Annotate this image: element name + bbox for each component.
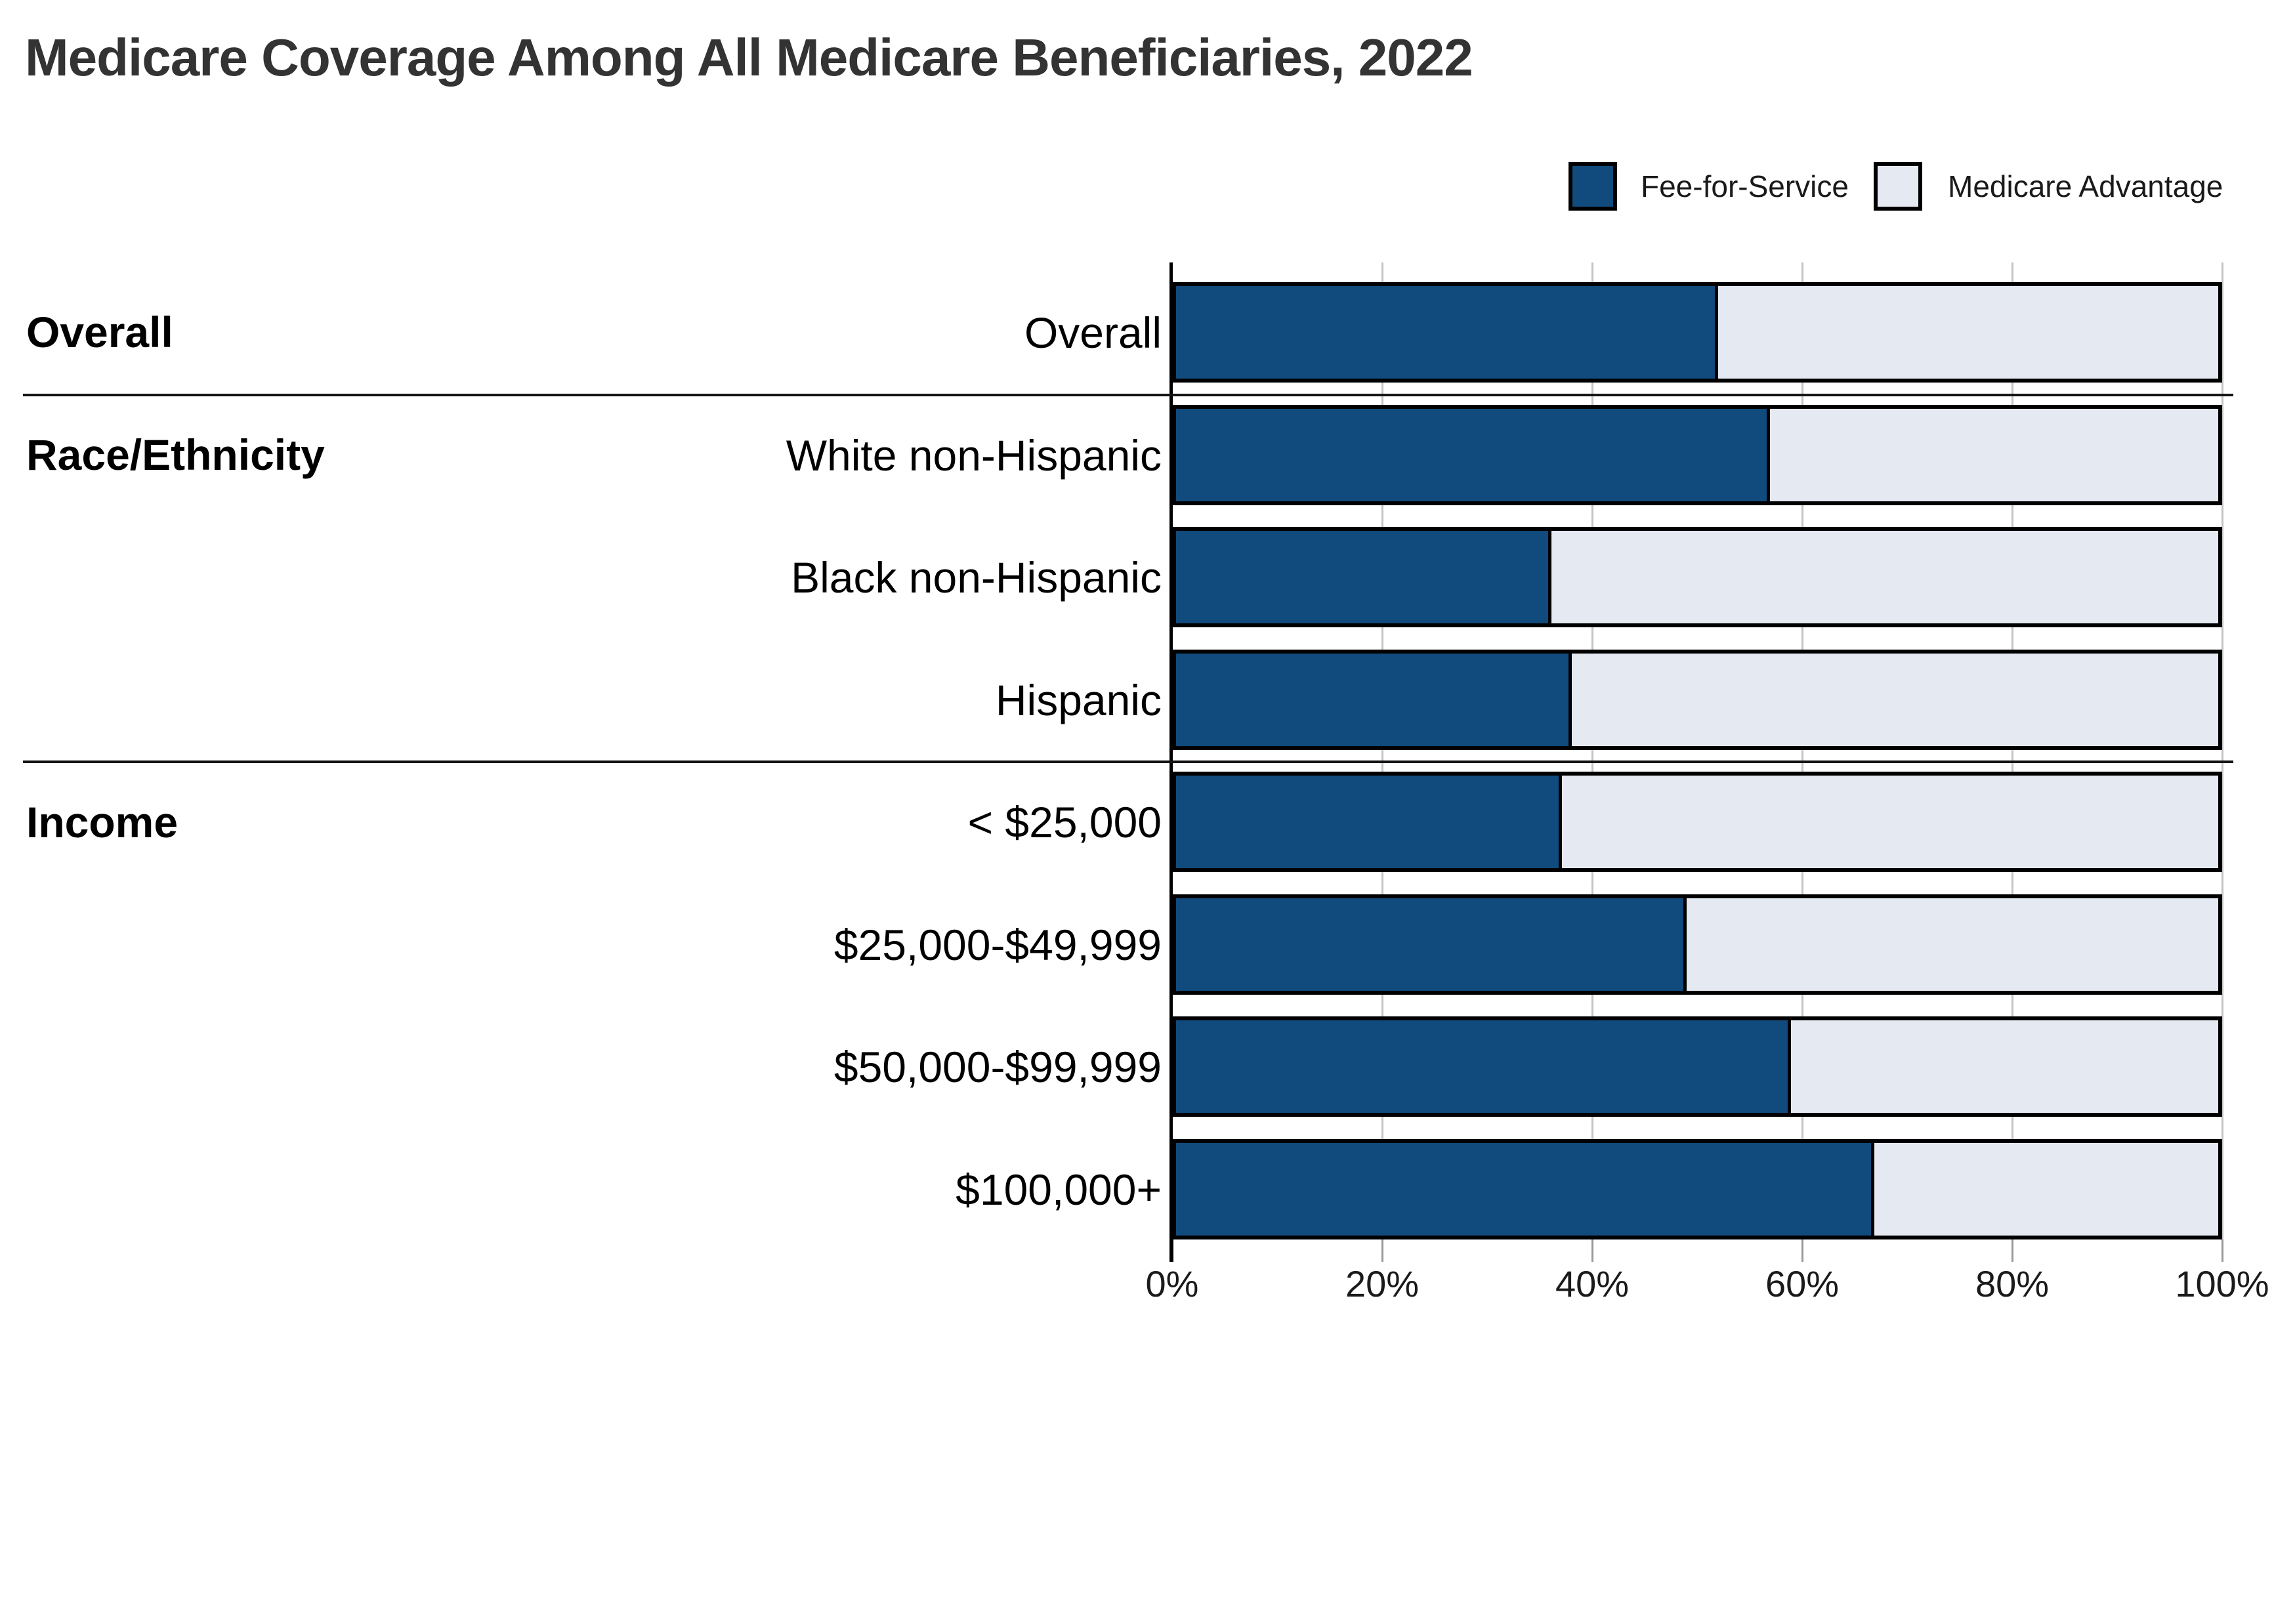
bar-fee-for-service-segment[interactable] (1176, 898, 1687, 991)
bar-medicare-advantage-segment[interactable] (1172, 405, 2222, 505)
legend-label-medicare-advantage: Medicare Advantage (1948, 169, 2223, 203)
x-axis-tick-label: 40% (1555, 1263, 1630, 1304)
tick-mark-60% (1801, 1239, 1803, 1262)
row-label: Black non-Hispanic (791, 552, 1162, 602)
row-label: Hispanic (995, 675, 1162, 724)
bar-medicare-advantage-segment[interactable] (1172, 282, 2222, 383)
tick-mark-100% (2221, 1239, 2223, 1262)
bar-medicare-advantage-segment[interactable] (1172, 1139, 2222, 1239)
legend-label-fee-for-service: Fee-for-Service (1641, 169, 1849, 203)
tick-mark-80% (2011, 1239, 2013, 1262)
chart-title: Medicare Coverage Among All Medicare Ben… (25, 28, 1473, 87)
group-header-overall: Overall (26, 308, 173, 356)
bar-medicare-advantage-segment[interactable] (1172, 894, 2222, 995)
gridline-100% (2221, 262, 2223, 1239)
x-axis-tick-label: 0% (1145, 1263, 1199, 1304)
row-label: < $25,000 (967, 797, 1162, 846)
tick-mark-40% (1591, 1239, 1593, 1262)
bar-fee-for-service-segment[interactable] (1176, 409, 1771, 501)
bar-fee-for-service-segment[interactable] (1176, 654, 1572, 746)
legend-swatch-fee-for-service (1569, 162, 1617, 211)
x-axis-tick-label: 100% (2175, 1263, 2269, 1304)
bar-medicare-advantage-segment[interactable] (1172, 527, 2222, 627)
row-label: Overall (1024, 308, 1162, 357)
group-header-income: Income (26, 798, 179, 846)
row-label: $50,000-$99,999 (833, 1042, 1162, 1091)
group-header-race-ethnicity: Race/Ethnicity (26, 430, 325, 479)
bar-medicare-advantage-segment[interactable] (1172, 1016, 2222, 1117)
x-axis-tick-label: 20% (1345, 1263, 1420, 1304)
tick-mark-20% (1381, 1239, 1383, 1262)
x-axis-tick-label: 80% (1975, 1263, 2050, 1304)
bar-fee-for-service-segment[interactable] (1176, 531, 1551, 623)
bar-medicare-advantage-segment[interactable] (1172, 772, 2222, 872)
bar-fee-for-service-segment[interactable] (1176, 1143, 1874, 1236)
group-divider (23, 760, 2233, 763)
row-label: $100,000+ (956, 1165, 1162, 1214)
bar-fee-for-service-segment[interactable] (1176, 776, 1562, 868)
row-label: White non-Hispanic (786, 430, 1162, 480)
bar-fee-for-service-segment[interactable] (1176, 286, 1718, 379)
x-axis-tick-label: 60% (1765, 1263, 1840, 1304)
bar-medicare-advantage-segment[interactable] (1172, 650, 2222, 750)
gridline-80% (2011, 262, 2013, 1239)
row-label: $25,000-$49,999 (833, 920, 1162, 969)
gridline-20% (1381, 262, 1383, 1239)
bar-fee-for-service-segment[interactable] (1176, 1020, 1791, 1113)
gridline-60% (1801, 262, 1803, 1239)
gridline-40% (1591, 262, 1593, 1239)
group-divider (23, 394, 2233, 396)
legend-swatch-medicare-advantage (1874, 162, 1922, 211)
